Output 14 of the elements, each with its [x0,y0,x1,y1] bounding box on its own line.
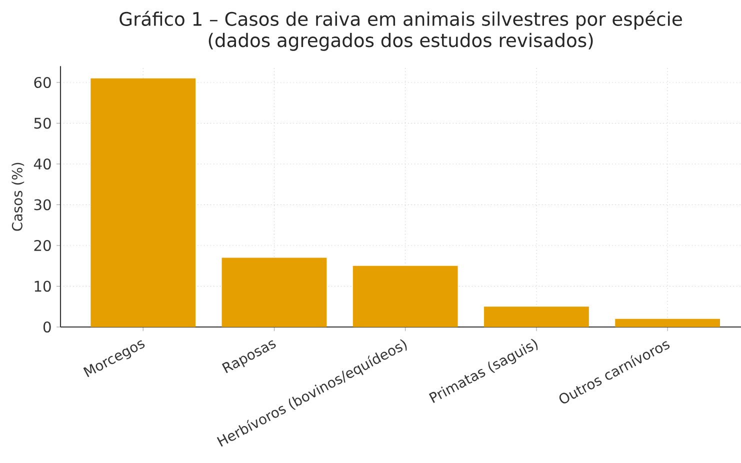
y-tick-label: 10 [34,280,51,292]
bar [484,306,589,327]
y-tick-label: 40 [34,158,51,170]
y-axis-title: Casos (%) [12,162,24,231]
bar [90,78,196,327]
y-tick-label: 20 [34,240,51,251]
y-tick-label: 50 [34,118,51,129]
bar [352,266,458,327]
chart-title: Gráfico 1 – Casos de raiva em animais silvestres por espécie (dados agregados dos estudos revisados) [120,10,682,51]
y-tick-label: 0 [43,321,51,332]
bar [615,318,720,327]
y-tick-label: 30 [34,199,51,210]
y-tick-label: 60 [34,76,51,88]
bar [222,258,327,327]
